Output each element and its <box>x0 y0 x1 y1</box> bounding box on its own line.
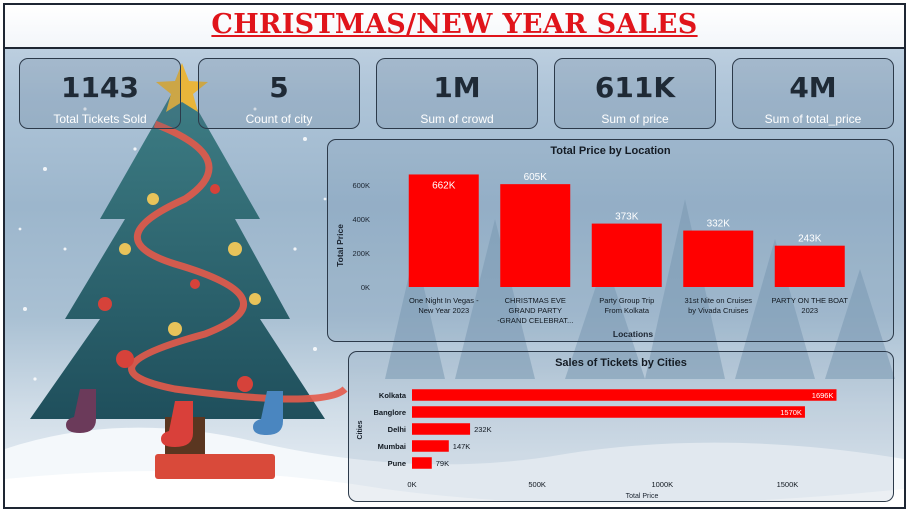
kpi-value: 4M <box>789 71 837 104</box>
chart-title: Sales of Tickets by Cities <box>555 357 687 369</box>
bar[interactable] <box>412 389 837 401</box>
y-axis-label: Total Price <box>335 224 345 267</box>
x-tick-label: CHRISTMAS EVE GRAND PARTY -GRAND CELEBRAT.… <box>497 296 573 325</box>
bar[interactable] <box>412 457 432 469</box>
data-label: 147K <box>453 442 471 451</box>
chart-price-by-location[interactable]: Total Price by Location 0K 200K 400K 600K To… <box>327 139 894 342</box>
y-tick-label: Mumbai <box>378 442 406 451</box>
title-bar: CHRISTMAS/NEW YEAR SALES <box>5 5 904 49</box>
star-icon <box>156 63 208 112</box>
data-label: 79K <box>436 459 449 468</box>
kpi-card-sum-crowd[interactable]: 1M Sum of crowd <box>376 58 538 129</box>
kpi-label: Sum of price <box>601 112 669 126</box>
data-label: 662K <box>432 180 456 191</box>
bar[interactable] <box>412 423 471 435</box>
christmas-background <box>5 63 904 507</box>
kpi-value: 1M <box>433 71 481 104</box>
kpi-label: Sum of total_price <box>764 112 862 126</box>
bar[interactable] <box>408 174 479 287</box>
y-tick-label: Banglore <box>373 408 406 417</box>
kpi-card-sum-total-price[interactable]: 4M Sum of total_price <box>732 58 894 129</box>
y-tick-label: Delhi <box>388 425 406 434</box>
snowflakes <box>18 107 327 381</box>
kpi-card-sum-price[interactable]: 611K Sum of price <box>554 58 716 129</box>
chart-tickets-by-cities[interactable]: Sales of Tickets by Cities Kolkata 1696K B… <box>348 351 894 502</box>
x-axis-label: Total Price <box>626 493 659 500</box>
bar[interactable] <box>683 230 754 287</box>
x-tick-label: 500K <box>528 480 546 489</box>
y-tick-label: 400K <box>352 215 370 224</box>
chart-price-by-location-plot: 0K 200K 400K 600K Total Price 662K One Night I… <box>335 172 849 339</box>
x-tick-label: 31st Nite on Cruises by Vivada Cruises <box>684 296 752 315</box>
x-axis-label: Locations <box>613 329 653 339</box>
y-tick-label: Kolkata <box>379 391 407 400</box>
kpi-value: 611K <box>594 71 676 104</box>
kpi-card-total-tickets[interactable]: 1143 Total Tickets Sold <box>19 58 181 129</box>
y-tick-label: 600K <box>352 181 370 190</box>
data-label: 1696K <box>812 391 834 400</box>
kpi-card-count-city[interactable]: 5 Count of city <box>198 58 360 129</box>
x-tick-label: 0K <box>407 480 416 489</box>
data-label: 1570K <box>780 408 802 417</box>
bar[interactable] <box>774 245 845 287</box>
x-tick-label: Party Group Trip From Kolkata <box>599 296 654 315</box>
bar[interactable] <box>412 406 805 418</box>
y-tick-label: Pune <box>388 459 406 468</box>
data-label: 605K <box>524 172 548 183</box>
kpi-label: Count of city <box>245 112 313 126</box>
x-tick-label: 1000K <box>651 480 673 489</box>
y-tick-label: 200K <box>352 249 370 258</box>
x-tick-label: One Night In Vegas -New Year 2023 <box>409 296 479 315</box>
kpi-label: Sum of crowd <box>420 112 494 126</box>
kpi-label: Total Tickets Sold <box>53 112 147 126</box>
bar[interactable] <box>591 223 662 287</box>
ornaments <box>98 184 261 392</box>
christmas-tree <box>30 79 325 479</box>
data-label: 232K <box>474 425 492 434</box>
bar[interactable] <box>500 184 571 287</box>
kpi-value: 5 <box>269 71 289 104</box>
stockings <box>66 389 283 447</box>
x-tick-label: 1500K <box>777 480 799 489</box>
page-title: CHRISTMAS/NEW YEAR SALES <box>211 9 698 40</box>
data-label: 243K <box>798 234 822 245</box>
y-tick-label: 0K <box>361 283 370 292</box>
kpi-value: 1143 <box>61 71 139 104</box>
chart-tickets-by-cities-plot: Kolkata 1696K Banglore 1570K Delhi 232K Mumbai… <box>357 389 837 500</box>
data-label: 332K <box>707 219 731 230</box>
chart-title: Total Price by Location <box>550 145 671 157</box>
tree-ribbon <box>128 120 348 403</box>
bar[interactable] <box>412 440 449 452</box>
dashboard-frame: CHRISTMAS/NEW YEAR SALES 1143 Total Tick… <box>3 3 906 509</box>
x-tick-label: PARTY ON THE BOAT 2023 <box>772 296 849 315</box>
y-axis-label: Cities <box>357 420 364 439</box>
data-label: 373K <box>615 212 639 223</box>
